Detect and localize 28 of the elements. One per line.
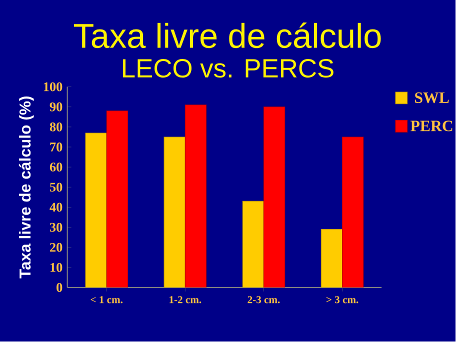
bar — [85, 132, 107, 288]
x-tick-label: 2-3 cm. — [248, 296, 280, 304]
y-tick-label: 40 — [50, 202, 62, 212]
y-tick-label: 70 — [50, 142, 62, 152]
bar — [242, 201, 264, 288]
legend-label: PERC — [410, 120, 452, 132]
bar — [342, 136, 364, 288]
y-tick-label: 80 — [50, 122, 62, 132]
y-tick-label: 50 — [50, 182, 62, 192]
y-tick-label: 20 — [50, 243, 62, 252]
bar — [263, 106, 286, 288]
bar — [184, 104, 207, 288]
y-tick-label: 100 — [44, 82, 62, 92]
x-tick-label: 1-2 cm. — [170, 296, 202, 304]
chart-subtitle: LECO vs. PERCS — [123, 59, 334, 78]
bar — [164, 136, 186, 288]
y-tick-label: 10 — [50, 263, 62, 272]
y-axis-title: Taxa livre de cálculo (%) — [18, 96, 34, 279]
y-tick-label: 60 — [50, 162, 62, 172]
bar — [320, 229, 343, 288]
y-tick-label: 0 — [56, 283, 62, 292]
bar — [106, 110, 128, 288]
x-tick-label: > 3 cm. — [326, 296, 358, 304]
chart-title: Taxa livre de cálculo — [74, 22, 381, 48]
y-tick-label: 30 — [50, 223, 62, 232]
legend-label: SWL — [415, 92, 449, 104]
x-tick-label: < 1 cm. — [90, 296, 123, 304]
y-tick-label: 90 — [50, 102, 62, 112]
